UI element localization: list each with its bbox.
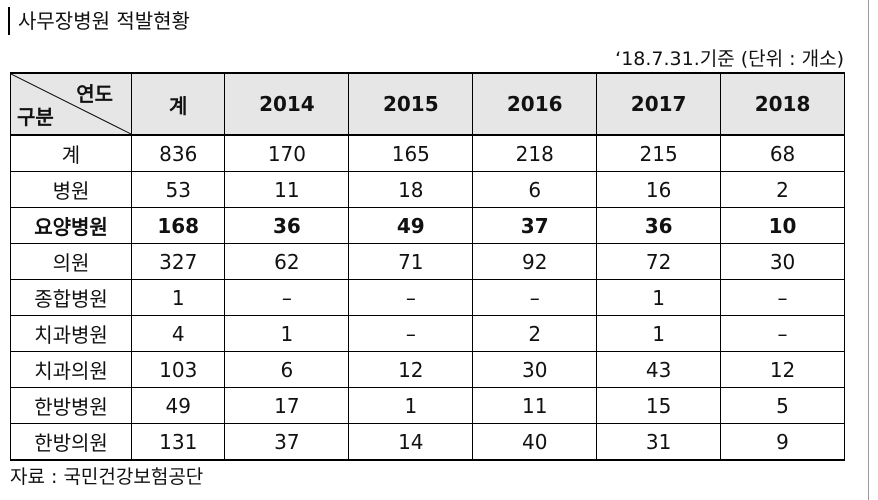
cell: 71 — [348, 243, 474, 280]
corner-bottom: 구분 — [17, 105, 54, 129]
row-label: 계 — [10, 135, 132, 172]
column-header: 2016 — [472, 72, 598, 136]
column-header: 2015 — [348, 72, 474, 136]
row: 요양병원 168 36 49 37 36 10 — [10, 207, 845, 244]
row: 병원 53 11 18 6 16 2 — [10, 171, 845, 208]
cell: – — [720, 315, 845, 352]
cell: – — [348, 279, 474, 316]
note: ‘18.7.31.기준 (단위 : 개소) — [615, 48, 844, 70]
cell: 11 — [472, 387, 598, 424]
row-label: 한방병원 — [10, 387, 132, 424]
cell: – — [472, 279, 598, 316]
cell: 30 — [472, 351, 598, 388]
row-label: 요양병원 — [10, 207, 132, 244]
cell: 31 — [596, 423, 722, 461]
cell: 10 — [720, 207, 845, 244]
cell: 6 — [472, 171, 598, 208]
column-header: 계 — [130, 72, 226, 136]
column-header: 2014 — [224, 72, 350, 136]
cell: 12 — [720, 351, 845, 388]
corner-cell: 연도 구분 — [10, 72, 132, 136]
cell: 72 — [596, 243, 722, 280]
cell: 37 — [472, 207, 598, 244]
cell: 327 — [130, 243, 226, 280]
cell: 49 — [130, 387, 226, 424]
corner-top: 연도 — [76, 82, 113, 106]
column-header: 2018 — [720, 72, 845, 136]
cell: 103 — [130, 351, 226, 388]
cell: 14 — [348, 423, 474, 461]
cell: 36 — [224, 207, 350, 244]
row: 한방의원 131 37 14 40 31 9 — [10, 423, 845, 461]
cell: 37 — [224, 423, 350, 461]
table-body: 계 836 170 165 218 215 68 병원 53 11 18 6 16 2 요양병원 168 36 4… — [10, 135, 845, 461]
cell: – — [224, 279, 350, 316]
cell: 168 — [130, 207, 226, 244]
cell: 12 — [348, 351, 474, 388]
column-header: 2017 — [596, 72, 722, 136]
cell: 215 — [596, 135, 722, 172]
cell: 43 — [596, 351, 722, 388]
cell: 30 — [720, 243, 845, 280]
row-label: 치과병원 — [10, 315, 132, 352]
cell: 165 — [348, 135, 474, 172]
row-label: 의원 — [10, 243, 132, 280]
cell: 36 — [596, 207, 722, 244]
row: 치과병원 4 1–2 1– — [10, 315, 845, 352]
cell: 1 — [596, 315, 722, 352]
cell: 1 — [596, 279, 722, 316]
cell: 68 — [720, 135, 845, 172]
cell: 170 — [224, 135, 350, 172]
cell: 15 — [596, 387, 722, 424]
cell: 5 — [720, 387, 845, 424]
cell: 17 — [224, 387, 350, 424]
row-label: 병원 — [10, 171, 132, 208]
cell: 2 — [472, 315, 598, 352]
diagonal — [11, 74, 131, 134]
title: 사무장병원 적발현황 — [8, 7, 190, 35]
cell: 11 — [224, 171, 350, 208]
cell: 4 — [130, 315, 226, 352]
row: 종합병원 1– – –1– — [10, 279, 845, 316]
cell: 53 — [130, 171, 226, 208]
cell: 2 — [720, 171, 845, 208]
cell: 836 — [130, 135, 226, 172]
window-edge — [868, 0, 869, 500]
cell: 131 — [130, 423, 226, 461]
row: 의원 327 62 71 92 72 30 — [10, 243, 845, 280]
cell: 16 — [596, 171, 722, 208]
cell: 9 — [720, 423, 845, 461]
row: 계 836 170 165 218 215 68 — [10, 135, 845, 172]
cell: 6 — [224, 351, 350, 388]
source: 자료 : 국민건강보험공단 — [10, 466, 204, 488]
cell: – — [348, 315, 474, 352]
cell: 40 — [472, 423, 598, 461]
row-label: 치과의원 — [10, 351, 132, 388]
cell: 18 — [348, 171, 474, 208]
header-row: 연도 구분 계 2014 2015 2016 2017 2018 — [10, 72, 845, 136]
cell: 92 — [472, 243, 598, 280]
row: 치과의원 103 6 12 30 43 12 — [10, 351, 845, 388]
cell: 1 — [130, 279, 226, 316]
table: 연도 구분 계 2014 2015 2016 2017 2018 계 836 170 165 21… — [10, 72, 845, 461]
cell: – — [720, 279, 845, 316]
row-label: 종합병원 — [10, 279, 132, 316]
row: 한방병원 49 17 1 11 15 5 — [10, 387, 845, 424]
row-label: 한방의원 — [10, 423, 132, 461]
cell: 49 — [348, 207, 474, 244]
cell: 62 — [224, 243, 350, 280]
cell: 1 — [224, 315, 350, 352]
cell: 1 — [348, 387, 474, 424]
cell: 218 — [472, 135, 598, 172]
